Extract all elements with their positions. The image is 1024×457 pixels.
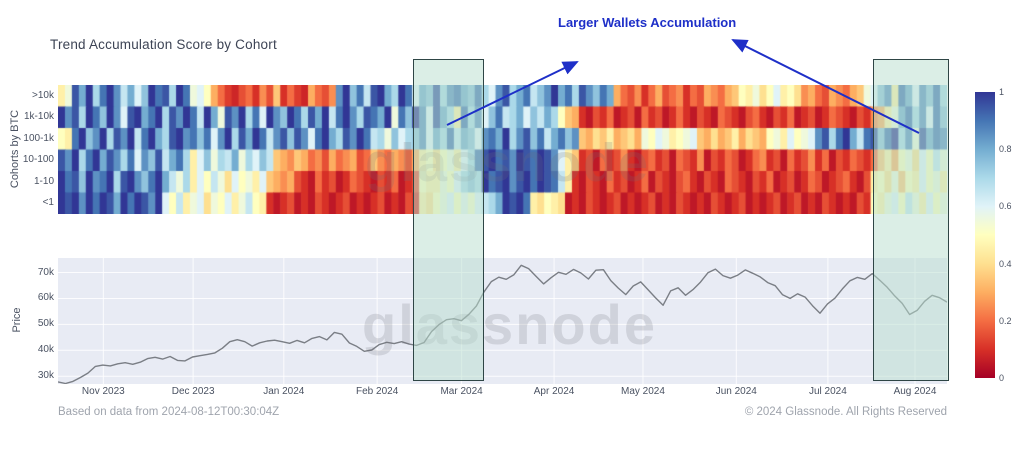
price-ytick-label: 30k	[37, 370, 54, 382]
copyright-note: © 2024 Glassnode. All Rights Reserved	[744, 406, 947, 418]
xtick-month-label: Aug 2024	[893, 386, 937, 397]
xtick-month-label: Jan 2024	[263, 386, 305, 397]
annotation-larger-wallets-accumulation: Larger Wallets Accumulation	[558, 15, 737, 30]
data-source-note: Based on data from 2024-08-12T00:30:04Z	[58, 406, 280, 418]
colorbar-tick-label: 0.6	[999, 201, 1012, 212]
accumulation-heatmap[interactable]	[58, 85, 947, 214]
colorbar-tick-label: 0	[999, 373, 1005, 383]
xtick-month-label: Apr 2024	[533, 386, 575, 397]
xtick-month-label: Jun 2024	[715, 386, 757, 397]
page-title: Trend Accumulation Score by Cohort	[50, 37, 277, 52]
heatmap-row-label: 1-10	[33, 175, 54, 187]
colorbar-tick-label: 0.8	[999, 144, 1012, 155]
heatmap-row-label: 1k-10k	[23, 111, 54, 123]
xtick-month-label: Jul 2024	[808, 386, 847, 397]
price-line-chart[interactable]	[57, 258, 948, 385]
xtick-month-label: Nov 2023	[81, 386, 125, 397]
heatmap-row-label: <1	[42, 197, 54, 209]
price-line-svg	[57, 258, 948, 385]
xtick-month-label: May 2024	[620, 386, 665, 397]
xtick-month-label: Mar 2024	[440, 386, 483, 397]
price-ytick-label: 40k	[37, 344, 54, 356]
heatmap-row-label: >10k	[32, 89, 54, 101]
xtick-month-label: Feb 2024	[356, 386, 399, 397]
price-ytick-label: 70k	[37, 266, 54, 278]
xtick-month-label: Dec 2023	[171, 386, 215, 397]
colorbar-tick-label: 1	[999, 87, 1005, 97]
heatmap-row-label: 100-1k	[23, 132, 54, 144]
price-ytick-label: 50k	[37, 318, 54, 330]
colorbar-tick-label: 0.4	[999, 258, 1012, 269]
colorbar-tick-label: 0.2	[999, 315, 1012, 326]
heatmap-row-label: 10-100	[22, 154, 54, 166]
price-ytick-label: 60k	[37, 292, 54, 304]
score-colorbar	[975, 92, 995, 378]
